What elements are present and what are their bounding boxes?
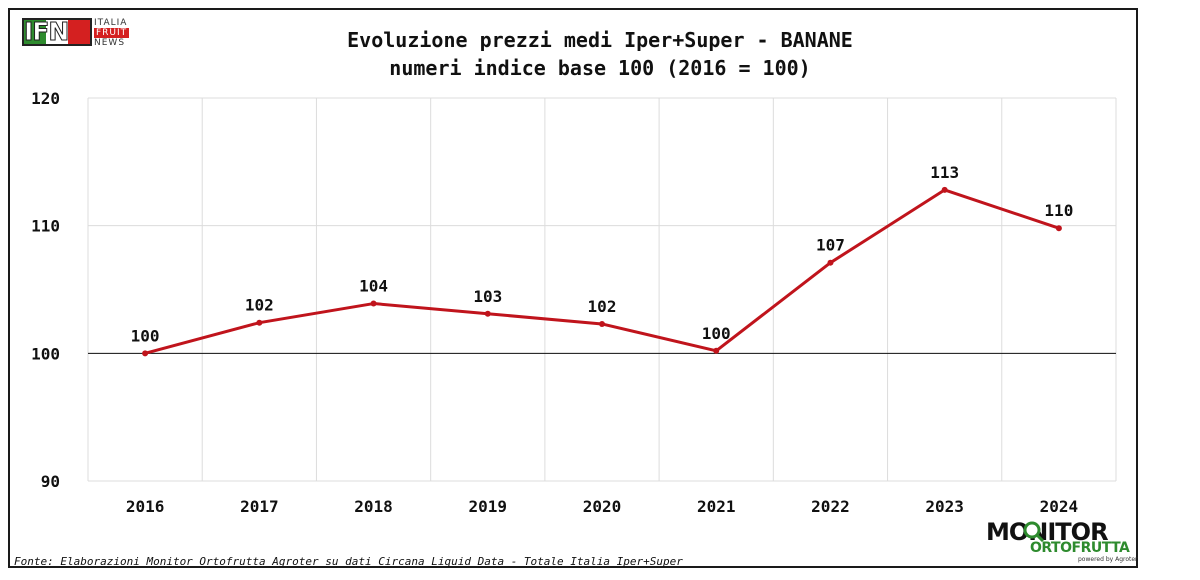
data-point — [599, 320, 605, 327]
data-label: 100 — [131, 326, 160, 345]
x-tick-label: 2021 — [697, 497, 736, 516]
data-point — [941, 186, 948, 193]
x-tick-label: 2023 — [925, 497, 964, 516]
x-tick-label: 2017 — [240, 497, 279, 516]
series-line — [144, 188, 1060, 355]
x-tick-label: 2020 — [583, 497, 622, 516]
chart-title: Evoluzione prezzi medi Iper+Super - BANA… — [347, 28, 853, 52]
y-tick-label: 90 — [41, 472, 60, 491]
chart-title-block: Evoluzione prezzi medi Iper+Super - BANA… — [0, 26, 1200, 82]
data-label: 103 — [473, 287, 502, 306]
chart-frame — [8, 8, 1138, 568]
data-point — [827, 259, 834, 266]
monitor-word: MONITOR — [986, 518, 1109, 546]
x-tick-label: 2019 — [469, 497, 508, 516]
ifn-line2: FRUIT — [94, 28, 130, 38]
ifn-letters: IFN — [23, 17, 69, 47]
ifn-line1: ITALIA — [94, 18, 128, 28]
data-point — [484, 310, 491, 317]
data-label: 113 — [930, 163, 959, 182]
data-point — [370, 300, 377, 307]
data-point — [256, 319, 263, 326]
data-label: 107 — [816, 236, 845, 255]
ifn-tagline: ITALIA FRUIT NEWS — [94, 18, 130, 48]
ifn-line3: NEWS — [94, 38, 126, 48]
monitor-ortofrutta-logo: MONITOR ORTOFRUTTA powered by Agroter — [986, 518, 1138, 568]
x-tick-label: 2018 — [354, 497, 393, 516]
ifn-logo: IFN ITALIA FRUIT NEWS — [22, 16, 140, 50]
y-tick-label: 120 — [31, 89, 60, 108]
data-label: 102 — [588, 297, 617, 316]
data-label: 100 — [702, 324, 731, 343]
x-tick-label: 2024 — [1040, 497, 1079, 516]
magnifier-icon — [1023, 521, 1044, 542]
chart-subtitle: numeri indice base 100 (2016 = 100) — [389, 56, 811, 80]
ortofrutta-word: ORTOFRUTTA — [1030, 540, 1130, 556]
x-tick-label: 2016 — [126, 497, 165, 516]
y-tick-label: 100 — [31, 344, 60, 363]
data-point — [1055, 225, 1062, 232]
data-label: 104 — [359, 277, 388, 296]
data-point — [142, 350, 149, 357]
x-tick-label: 2022 — [811, 497, 850, 516]
data-label: 110 — [1044, 201, 1073, 220]
powered-by: powered by Agroter — [1078, 556, 1138, 563]
source-note: Fonte: Elaborazioni Monitor Ortofrutta A… — [14, 555, 683, 568]
data-label: 102 — [245, 296, 274, 315]
y-tick-label: 110 — [31, 217, 60, 236]
data-point — [713, 347, 720, 354]
ifn-flag — [22, 18, 92, 46]
